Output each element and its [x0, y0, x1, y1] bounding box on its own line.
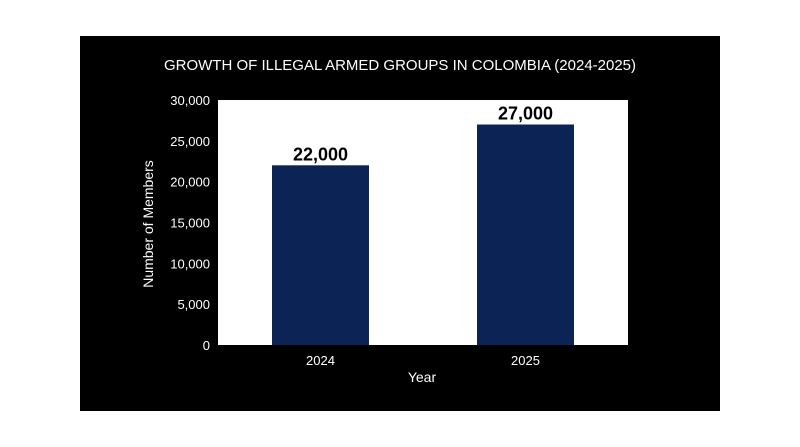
bar-2025: [477, 124, 574, 345]
y-tick-label: 5,000: [177, 297, 210, 312]
x-tick-label-2025: 2025: [511, 353, 540, 368]
data-label-2025: 27,000: [498, 104, 553, 124]
chart-title: GROWTH OF ILLEGAL ARMED GROUPS IN COLOMB…: [164, 57, 636, 74]
chart-panel: GROWTH OF ILLEGAL ARMED GROUPS IN COLOMB…: [80, 36, 720, 411]
data-label-2024: 22,000: [293, 144, 348, 164]
y-tick-label: 10,000: [170, 256, 210, 271]
x-axis-label: Year: [408, 369, 437, 385]
y-tick-label: 15,000: [170, 216, 210, 231]
y-tick-label: 0: [203, 338, 210, 353]
y-axis-label: Number of Members: [140, 160, 156, 288]
y-tick-label: 20,000: [170, 175, 210, 190]
y-tick-label: 25,000: [170, 134, 210, 149]
bar-chart: GROWTH OF ILLEGAL ARMED GROUPS IN COLOMB…: [140, 57, 636, 385]
y-tick-label: 30,000: [170, 93, 210, 108]
x-tick-label-2024: 2024: [306, 353, 335, 368]
bar-2024: [272, 165, 369, 345]
